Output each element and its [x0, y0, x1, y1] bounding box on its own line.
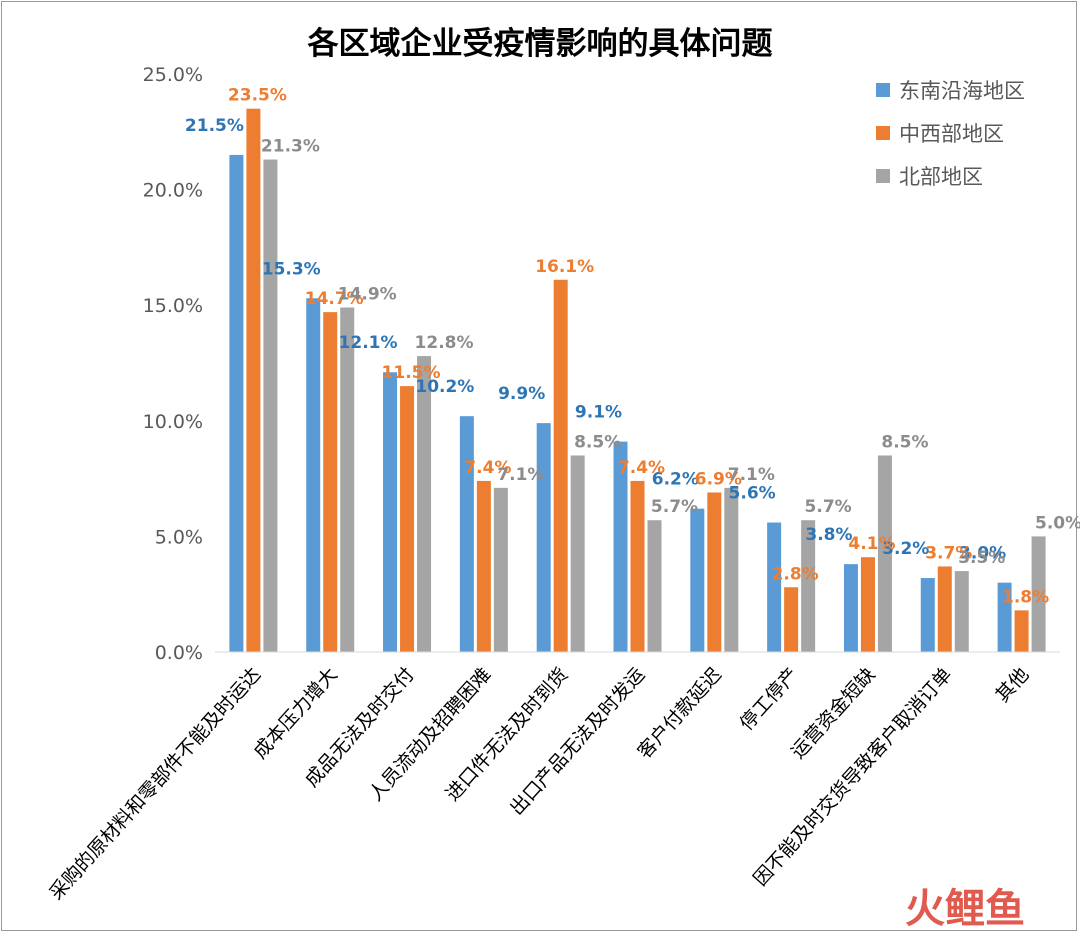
bar — [937, 566, 952, 652]
bar — [306, 298, 321, 652]
bar — [340, 307, 355, 652]
bar — [263, 159, 278, 652]
data-label: 14.7% — [305, 289, 364, 309]
y-tick-label: 0.0% — [155, 642, 203, 664]
data-label: 21.5% — [185, 116, 244, 136]
bar — [724, 487, 739, 652]
bar — [1031, 536, 1046, 652]
legend-swatch — [876, 126, 890, 140]
bar — [459, 416, 474, 652]
bar — [400, 386, 415, 652]
bar — [767, 522, 782, 652]
bar — [860, 557, 875, 652]
legend-swatch — [876, 83, 890, 97]
bar — [707, 492, 722, 652]
data-label: 12.1% — [339, 333, 398, 353]
bar — [323, 312, 338, 652]
data-label: 2.8% — [772, 564, 819, 584]
data-label: 3.8% — [805, 525, 852, 545]
chart-title: 各区域企业受疫情影响的具体问题 — [307, 26, 773, 62]
bar — [229, 154, 244, 653]
data-label: 3.5% — [958, 548, 1005, 568]
data-label: 5.0% — [1035, 513, 1080, 533]
data-label: 7.4% — [618, 458, 665, 478]
bar — [570, 455, 585, 652]
watermark-logo: 火鲤鱼 — [905, 886, 1025, 932]
bar — [877, 455, 892, 652]
data-label: 6.2% — [652, 470, 699, 490]
data-labels: 21.5% 15.3% 12.1% 10.2% 9.9% 9.1% 6.2% 5.6% 3.8%… — [185, 86, 1080, 608]
data-label: 11.5% — [382, 363, 441, 383]
bar — [690, 508, 705, 652]
data-label: 6.9% — [695, 469, 742, 489]
data-label: 3.2% — [882, 539, 929, 559]
bar — [536, 423, 551, 652]
data-label: 16.1% — [535, 257, 594, 277]
y-tick-label: 10.0% — [143, 411, 203, 433]
data-label: 4.1% — [848, 534, 895, 554]
data-label: 7.1% — [728, 465, 775, 485]
bar — [553, 279, 568, 652]
data-label: 21.3% — [261, 137, 320, 157]
bar — [493, 487, 508, 652]
bar — [630, 480, 645, 652]
y-axis: 0.0% 5.0% 10.0% 15.0% 20.0% 25.0% — [143, 64, 203, 664]
legend-swatch — [876, 169, 890, 183]
bar — [246, 108, 261, 653]
bar — [476, 480, 491, 652]
legend-label: 中西部地区 — [899, 122, 1004, 146]
data-label: 7.4% — [464, 458, 511, 478]
y-tick-label: 15.0% — [143, 295, 203, 317]
x-category-label: 出口产品无法及时发运 — [506, 664, 649, 820]
bar — [801, 520, 816, 652]
x-axis: 采购的原材料和零部件不能及时运达成本压力增大成品无法及时交付人员流动及招聘困难进… — [45, 651, 1060, 905]
data-label: 12.8% — [415, 333, 474, 353]
bar — [613, 441, 628, 652]
y-tick-label: 20.0% — [143, 180, 203, 202]
data-label: 8.5% — [881, 432, 928, 452]
bar — [647, 520, 662, 652]
x-category-label: 其他 — [992, 664, 1034, 707]
x-category-label: 停工停产 — [736, 664, 803, 735]
data-label: 1.8% — [1002, 587, 1049, 607]
data-label: 3.7% — [925, 543, 972, 563]
data-label: 3.0% — [959, 544, 1006, 564]
bar — [1014, 610, 1029, 652]
bar — [784, 587, 799, 652]
data-label: 5.7% — [651, 497, 698, 517]
data-label: 5.7% — [805, 497, 852, 517]
bars — [229, 108, 1046, 653]
data-label: 8.5% — [574, 432, 621, 452]
bar — [417, 356, 432, 652]
data-label: 15.3% — [262, 259, 321, 279]
legend-label: 东南沿海地区 — [899, 79, 1025, 103]
data-label: 23.5% — [228, 86, 287, 106]
y-tick-label: 5.0% — [155, 526, 203, 548]
bar — [843, 564, 858, 652]
bar — [954, 571, 969, 652]
data-label: 9.1% — [575, 403, 622, 423]
data-label: 14.9% — [338, 285, 397, 305]
data-label: 5.6% — [729, 484, 776, 504]
data-label: 10.2% — [415, 377, 474, 397]
data-label: 9.9% — [498, 384, 545, 404]
x-category-label: 采购的原材料和零部件不能及时运达 — [45, 664, 265, 905]
bar — [997, 582, 1012, 652]
y-tick-label: 25.0% — [143, 64, 203, 86]
legend-label: 北部地区 — [899, 165, 983, 189]
data-label: 7.1% — [497, 465, 544, 485]
bar — [920, 578, 935, 652]
bar — [383, 372, 398, 652]
